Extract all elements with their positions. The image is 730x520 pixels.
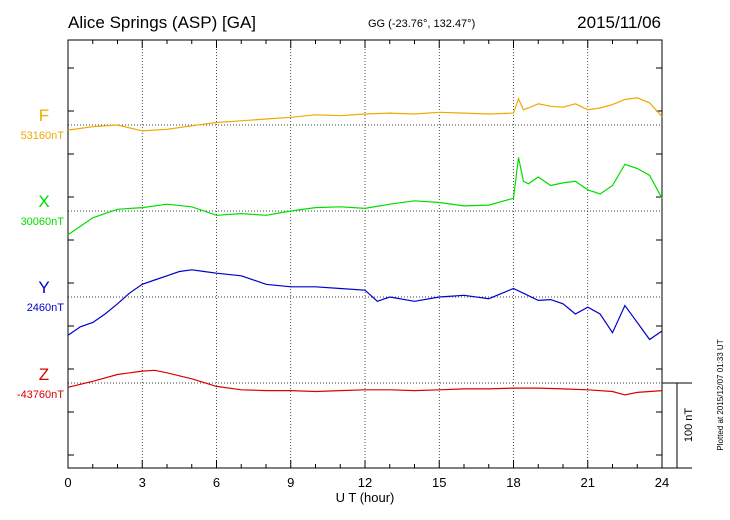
- station-title: Alice Springs (ASP) [GA]: [68, 13, 256, 32]
- series-baseline-f: 53160nT: [21, 130, 65, 142]
- series-line-z: [67, 369, 663, 396]
- series-baseline-y: 2460nT: [27, 302, 65, 314]
- series-name-y: Y: [38, 278, 49, 297]
- x-tick-label: 21: [581, 475, 595, 490]
- x-tick-label: 9: [287, 475, 294, 490]
- x-tick-label: 12: [358, 475, 372, 490]
- series-name-z: Z: [39, 365, 49, 384]
- x-tick-label: 3: [139, 475, 146, 490]
- x-axis-label: U T (hour): [336, 490, 395, 505]
- series-baseline-z: -43760nT: [17, 389, 64, 401]
- station-coords: GG (-23.76°, 132.47°): [368, 18, 475, 30]
- series-baseline-x: 30060nT: [21, 216, 65, 228]
- grid-lines: [68, 40, 662, 468]
- x-tick-label: 0: [64, 475, 71, 490]
- x-tick-label: 15: [432, 475, 446, 490]
- scale-bar-label: 100 nT: [683, 408, 695, 443]
- series-line-y: [67, 269, 663, 341]
- series-line-f: [67, 97, 663, 132]
- series-name-f: F: [39, 106, 49, 125]
- axis-ticks: 0 3 6 9 12 15 18 21 24: [64, 40, 669, 490]
- x-tick-label: 24: [655, 475, 669, 490]
- scale-bar: 100 nT: [662, 382, 695, 469]
- series-labels: F 53160nT X 30060nT Y 2460nT Z -43760nT: [17, 106, 64, 401]
- chart-date: 2015/11/06: [577, 13, 661, 32]
- series-name-x: X: [38, 192, 49, 211]
- series-line-x: [67, 157, 663, 236]
- plotted-timestamp: Plotted at 2015/12/07 01:33 UT: [716, 339, 725, 450]
- x-tick-label: 18: [506, 475, 520, 490]
- series-lines: [67, 97, 663, 396]
- x-tick-label: 6: [213, 475, 220, 490]
